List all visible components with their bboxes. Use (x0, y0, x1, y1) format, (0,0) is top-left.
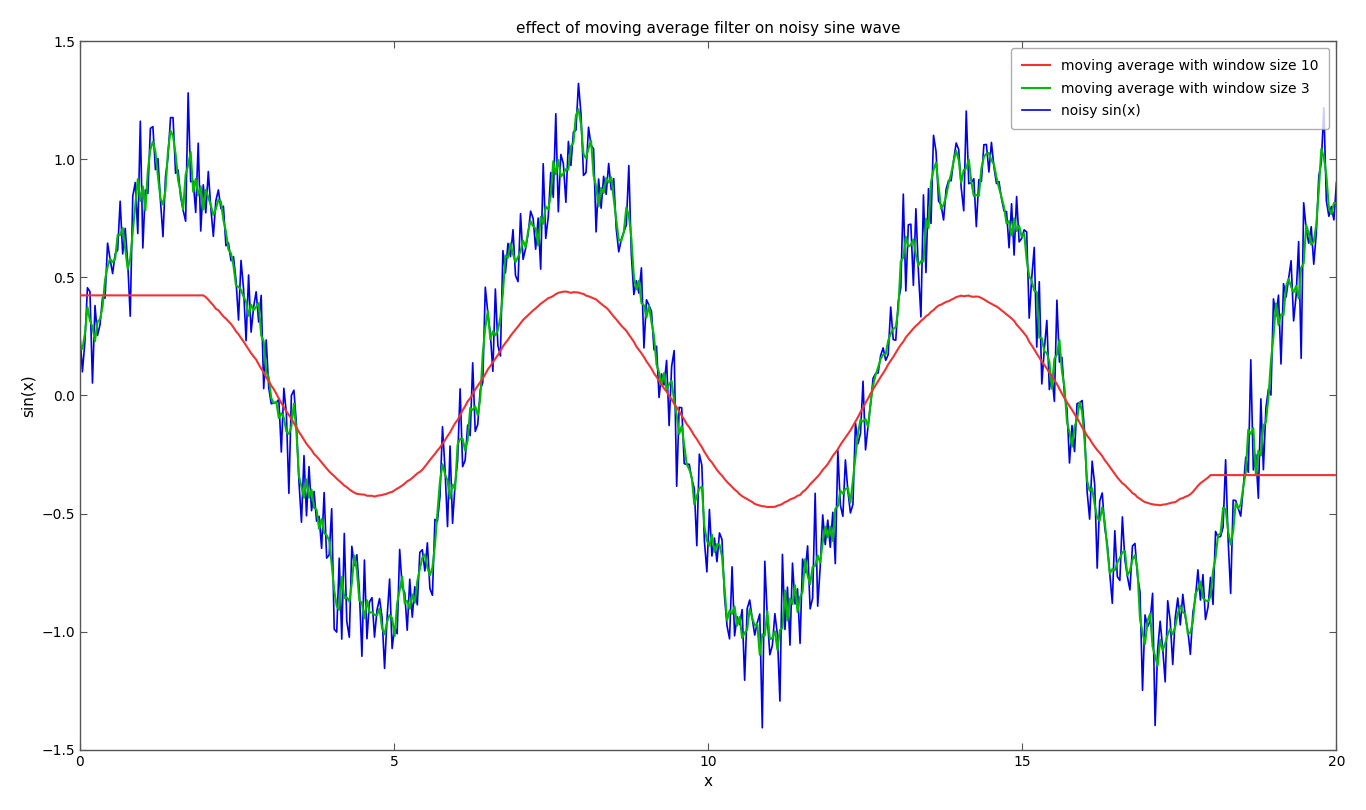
moving average with window size 3 (71, 344, 87, 354)
X-axis label: x: x (703, 774, 713, 789)
moving average with window size 3 (1303, 240, 1320, 249)
moving average with window size 3 (679, 459, 695, 469)
noisy sin(x) (754, 723, 770, 732)
moving average with window size 10 (825, 451, 841, 461)
noisy sin(x) (757, 556, 773, 566)
moving average with window size 10 (759, 502, 776, 512)
moving average with window size 10 (1303, 471, 1320, 480)
Y-axis label: sin(x): sin(x) (20, 374, 36, 417)
moving average with window size 3 (671, 429, 687, 439)
Line: moving average with window size 10: moving average with window size 10 (79, 292, 1336, 507)
moving average with window size 3 (1104, 565, 1120, 574)
moving average with window size 10 (679, 419, 695, 428)
noisy sin(x) (71, 328, 87, 338)
Title: effect of moving average filter on noisy sine wave: effect of moving average filter on noisy… (516, 21, 900, 36)
noisy sin(x) (679, 459, 695, 469)
moving average with window size 10 (754, 501, 770, 511)
moving average with window size 3 (754, 629, 770, 639)
Line: moving average with window size 3: moving average with window size 3 (79, 109, 1336, 666)
moving average with window size 10 (1106, 469, 1123, 479)
moving average with window size 10 (557, 287, 574, 296)
moving average with window size 3 (570, 104, 586, 114)
noisy sin(x) (570, 79, 586, 88)
noisy sin(x) (1328, 177, 1344, 187)
Legend: moving average with window size 10, moving average with window size 3, noisy sin: moving average with window size 10, movi… (1011, 48, 1329, 129)
Line: noisy sin(x): noisy sin(x) (79, 83, 1336, 727)
moving average with window size 3 (1149, 661, 1165, 671)
noisy sin(x) (1303, 222, 1320, 232)
noisy sin(x) (825, 507, 841, 517)
moving average with window size 10 (1328, 471, 1344, 480)
noisy sin(x) (1106, 526, 1123, 535)
moving average with window size 10 (71, 291, 87, 301)
noisy sin(x) (671, 403, 687, 412)
moving average with window size 3 (822, 522, 839, 531)
moving average with window size 3 (1328, 198, 1344, 208)
moving average with window size 10 (671, 407, 687, 416)
